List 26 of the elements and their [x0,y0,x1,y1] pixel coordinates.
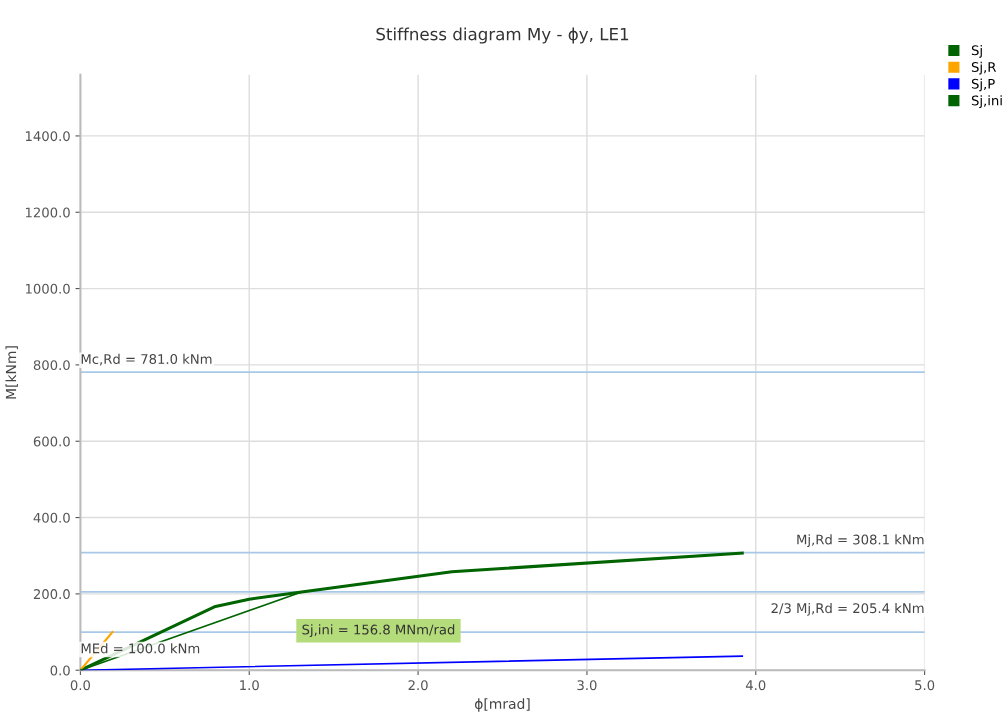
x-tick-label: 4.0 [745,680,766,691]
x-tick-label: 1.0 [240,680,259,691]
y-tick-label: 200.0 [33,589,70,600]
x-tick-label: 5.0 [915,680,935,691]
x-tick-label: 2.0 [408,680,428,691]
y-axis-title: M[kNm] [5,346,18,399]
ref-line-label: Mj,Rd = 308.1 kNm [797,534,924,548]
y-tick-label: 400.0 [33,512,70,523]
y-tick-label: 0.0 [50,665,70,676]
y-tick-label: 800.0 [33,360,70,371]
ref-line-label: 2/3 Mj,Rd = 205.4 kNm [771,602,924,616]
y-tick-label: 600.0 [33,436,70,447]
legend-label: Sj,R [971,61,997,75]
legend-label: Sj,ini [971,95,1002,109]
chart-title: Stiffness diagram My - ϕy, LE1 [376,27,629,44]
x-tick-label: 3.0 [577,680,597,691]
ref-line-label: Mc,Rd = 781.0 kNm [81,353,212,366]
y-tick-label: 1000.0 [25,283,70,294]
y-tick-label: 1400.0 [25,131,70,142]
y-tick-label: 1200.0 [25,207,70,218]
ref-line-label: MEd = 100.0 kNm [81,643,200,654]
x-axis-title: ϕ[mrad] [474,698,530,712]
legend-label: Sj,P [971,78,995,92]
annotation: Sj,ini = 156.8 MNm/rad [302,624,455,638]
x-tick-label: 0.0 [70,680,91,691]
legend-label: Sj [971,45,982,58]
